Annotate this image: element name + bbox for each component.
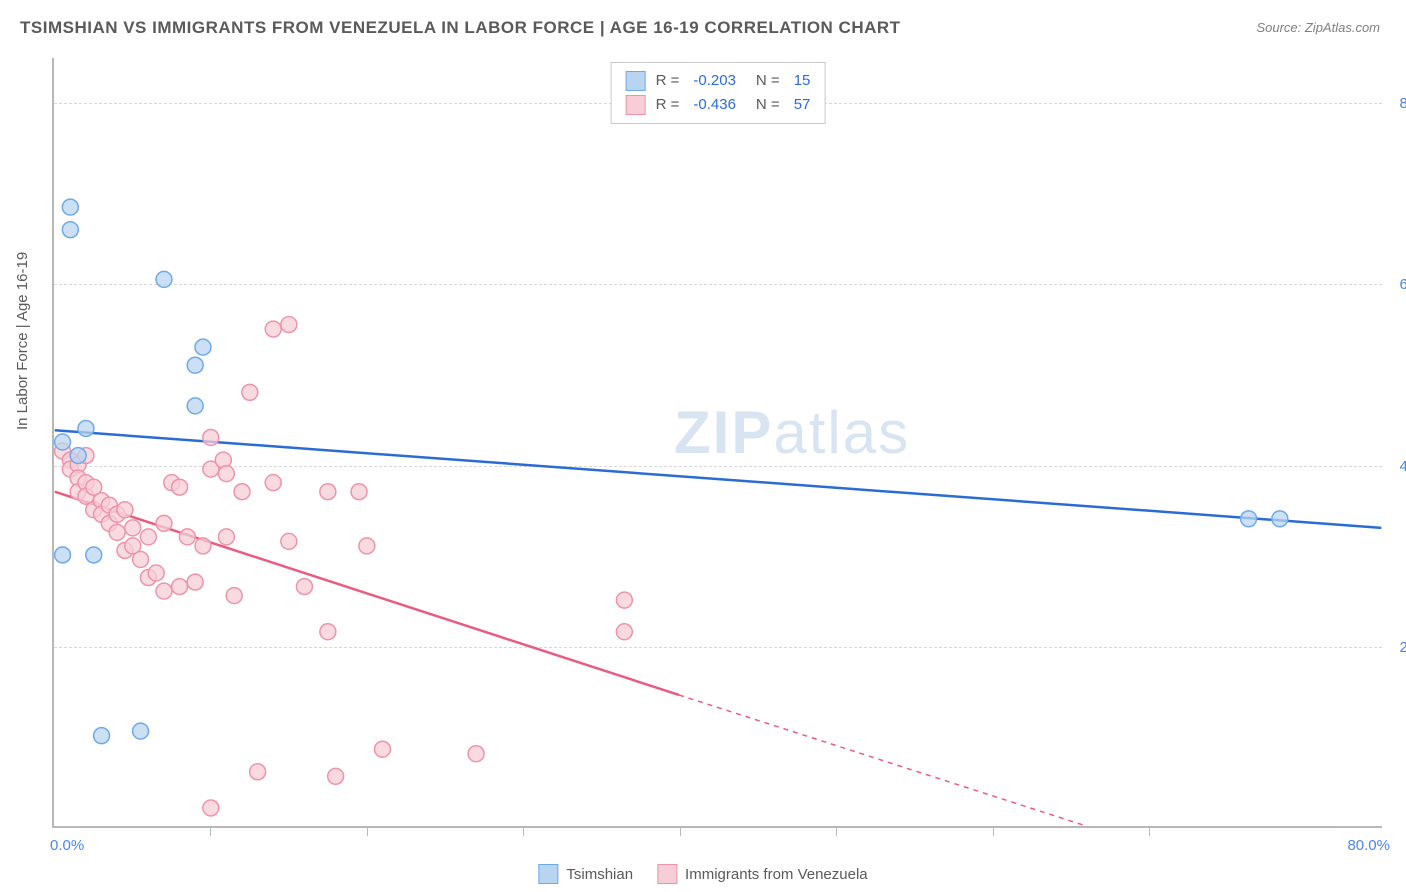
- n-label: N =: [756, 69, 780, 93]
- correlation-legend: R = -0.203 N = 15 R = -0.436 N = 57: [611, 62, 826, 124]
- legend-swatch-pink: [657, 864, 677, 884]
- y-tick-label: 40.0%: [1399, 458, 1406, 475]
- y-tick-label: 80.0%: [1399, 95, 1406, 112]
- y-tick-label: 60.0%: [1399, 276, 1406, 293]
- legend-row-series-2: R = -0.436 N = 57: [626, 93, 811, 117]
- r-label: R =: [656, 93, 680, 117]
- r-value: -0.203: [693, 69, 736, 93]
- series-legend: Tsimshian Immigrants from Venezuela: [538, 864, 867, 884]
- legend-swatch-blue: [626, 71, 646, 91]
- source-attribution: Source: ZipAtlas.com: [1256, 20, 1380, 35]
- y-axis-label: In Labor Force | Age 16-19: [14, 252, 31, 430]
- chart-title: TSIMSHIAN VS IMMIGRANTS FROM VENEZUELA I…: [20, 18, 901, 38]
- legend-label: Tsimshian: [566, 866, 633, 883]
- legend-item-venezuela: Immigrants from Venezuela: [657, 864, 868, 884]
- legend-swatch-pink: [626, 95, 646, 115]
- n-label: N =: [756, 93, 780, 117]
- x-tick-label: 80.0%: [1347, 837, 1390, 854]
- chart-svg: [54, 58, 1382, 826]
- legend-swatch-blue: [538, 864, 558, 884]
- n-value: 15: [794, 69, 811, 93]
- legend-row-series-1: R = -0.203 N = 15: [626, 69, 811, 93]
- r-label: R =: [656, 69, 680, 93]
- n-value: 57: [794, 93, 811, 117]
- x-tick-label: 0.0%: [50, 837, 84, 854]
- y-tick-label: 20.0%: [1399, 639, 1406, 656]
- legend-label: Immigrants from Venezuela: [685, 866, 868, 883]
- chart-plot-area: ZIPatlas R = -0.203 N = 15 R = -0.436 N …: [52, 58, 1382, 828]
- legend-item-tsimshian: Tsimshian: [538, 864, 633, 884]
- r-value: -0.436: [693, 93, 736, 117]
